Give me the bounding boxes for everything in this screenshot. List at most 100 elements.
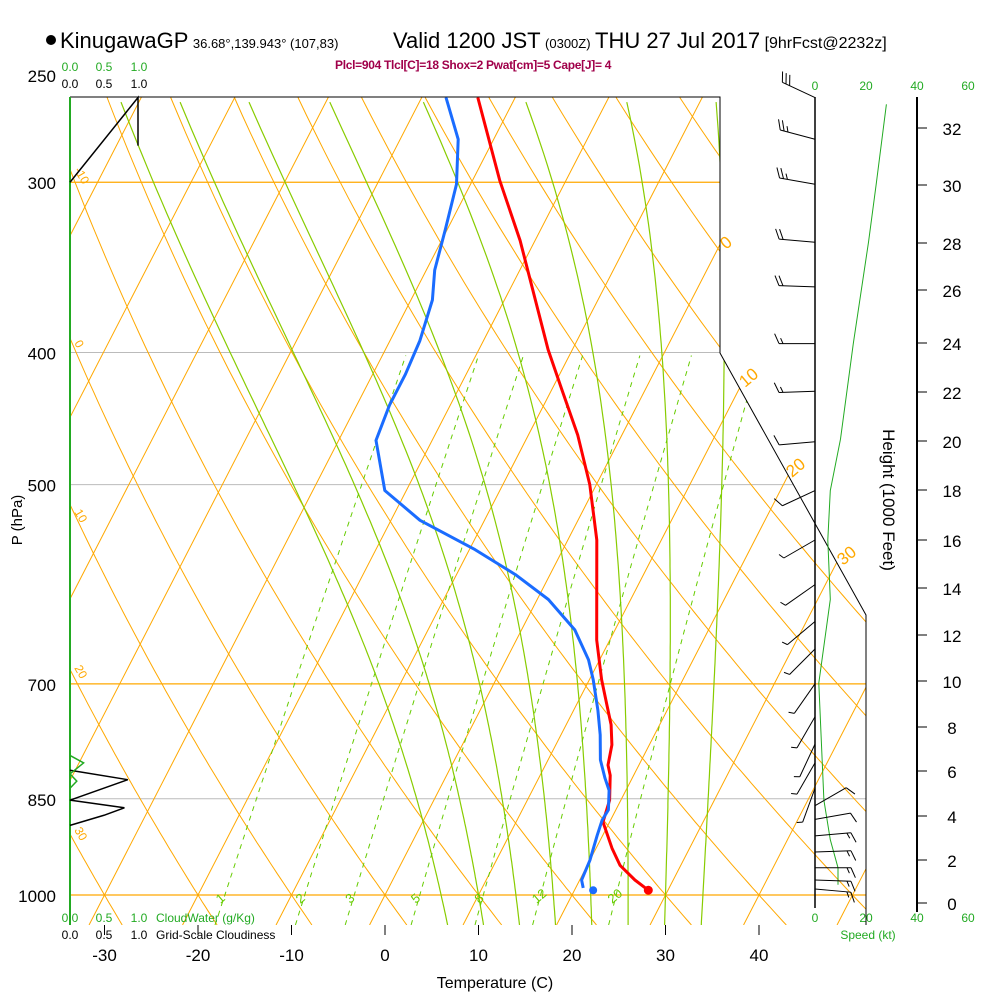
x-tick-label: 30 (656, 946, 675, 965)
wind-barb (788, 683, 816, 714)
wind-barb-tick (773, 498, 783, 507)
valid-date: THU 27 Jul 2017 (595, 28, 761, 53)
cloud-water-scale-bottom: 0.0 (62, 911, 79, 925)
height-axis-title: Height (1000 Feet) (879, 429, 898, 571)
height-tick-label: 2 (947, 852, 956, 871)
isotherm (275, 97, 705, 925)
dry-adiabat (488, 97, 866, 925)
surface-temperature-dot (643, 885, 653, 895)
speed-scale-bottom: 40 (910, 911, 924, 925)
moist-adiabat (422, 101, 593, 925)
wind-barb-tick (791, 746, 798, 749)
wind-barb (814, 888, 855, 903)
moist-adiabat (248, 101, 521, 925)
height-tick-label: 22 (943, 384, 962, 403)
wind-barb (793, 743, 816, 778)
cloudiness-line-upper (69, 95, 139, 183)
dry-adiabat-label: 20 (71, 663, 90, 682)
wind-barb (814, 850, 857, 861)
height-tick-label: 6 (947, 763, 956, 782)
wind-barb-tick (846, 891, 850, 898)
isotherm-label: 20 (782, 454, 809, 481)
valid-utc: (0300Z) (545, 36, 591, 51)
wind-barb (815, 867, 856, 878)
isotherm (182, 97, 612, 925)
height-tick-label: 0 (947, 895, 956, 914)
wind-barb-tick (776, 167, 781, 179)
pressure-label: 300 (28, 174, 56, 193)
pressure-label: 1000 (18, 887, 56, 906)
wind-speed-line (818, 104, 887, 885)
wind-barb-tick (778, 119, 781, 131)
wind-barb-tick (846, 850, 851, 857)
wind-barb (773, 382, 816, 393)
temperature-line (476, 97, 650, 892)
wind-barb-staff (814, 787, 847, 807)
x-tick-label: -10 (279, 946, 304, 965)
wind-barb-tick (779, 386, 784, 393)
wind-barb-staff (796, 762, 816, 795)
x-tick-label: 20 (563, 946, 582, 965)
height-tick-label: 8 (947, 719, 956, 738)
wind-barb-tick (845, 787, 856, 795)
dry-adiabat (70, 97, 218, 925)
speed-scale-top: 40 (910, 79, 924, 93)
height-tick-label: 24 (943, 335, 962, 354)
wind-barb (774, 275, 816, 288)
dry-adiabat-label: 10 (71, 507, 90, 526)
height-tick-label: 4 (947, 808, 956, 827)
height-tick-label: 18 (943, 482, 962, 501)
moist-adiabat (700, 102, 725, 925)
station-dot-icon (46, 35, 56, 45)
isotherm (70, 97, 331, 925)
cloud-water-scale-top: 1.0 (131, 60, 148, 74)
dry-adiabat (552, 97, 866, 925)
wind-barb-tick (779, 229, 784, 240)
wind-barb-tick (781, 120, 785, 132)
wind-barb-tick (773, 382, 780, 393)
wind-barb-tick (775, 228, 780, 240)
valid-label: Valid 1200 JST (393, 28, 541, 53)
pressure-label: 500 (28, 477, 56, 496)
wind-barb-tick (780, 601, 786, 606)
x-tick-label: -30 (92, 946, 117, 965)
wind-barb-staff (802, 788, 816, 823)
wind-barb-staff (779, 285, 816, 288)
mixing-ratio-line (474, 355, 641, 925)
wind-barb (780, 584, 816, 606)
dry-adiabat (70, 97, 503, 925)
wind-barb-staff (796, 716, 816, 749)
height-tick-label: 12 (943, 627, 962, 646)
wind-barb-tick (850, 812, 857, 823)
cloud-water-scale-bottom: 1.0 (131, 911, 148, 925)
wind-barb (773, 435, 816, 446)
isotherm (70, 97, 144, 925)
dry-adiabat (297, 97, 866, 925)
wind-barb-tick (850, 850, 857, 861)
wind-barb-tick (846, 867, 850, 874)
wind-barb-tick (780, 168, 784, 179)
x-tick-label: -20 (186, 946, 211, 965)
wind-barb-tick (774, 275, 780, 286)
wind-barb (814, 812, 857, 823)
cloudiness-scale-top: 0.5 (96, 77, 113, 91)
wind-barb-tick (786, 126, 789, 133)
cloudiness-line-lower (69, 769, 129, 827)
isotherm (70, 97, 238, 925)
wind-barb-tick (781, 641, 788, 646)
height-tick-label: 32 (943, 120, 962, 139)
x-tick-label: 0 (380, 946, 389, 965)
wind-barb-staff (814, 832, 851, 837)
cloudiness-scale-top: 0.0 (62, 77, 79, 91)
wind-barb-tick (791, 792, 798, 795)
wind-barb-staff (814, 888, 851, 893)
isotherm (70, 97, 425, 925)
mixing-ratio-line (214, 355, 407, 925)
wind-barb-staff (787, 621, 816, 645)
wind-barb (773, 490, 816, 507)
wind-barb-staff (779, 238, 816, 243)
cloudiness-label: Grid-Scale Cloudiness (156, 928, 275, 942)
background-lines (70, 97, 866, 925)
cloud-water-scale-top: 0.5 (96, 60, 113, 74)
wind-barb-staff (783, 539, 816, 559)
